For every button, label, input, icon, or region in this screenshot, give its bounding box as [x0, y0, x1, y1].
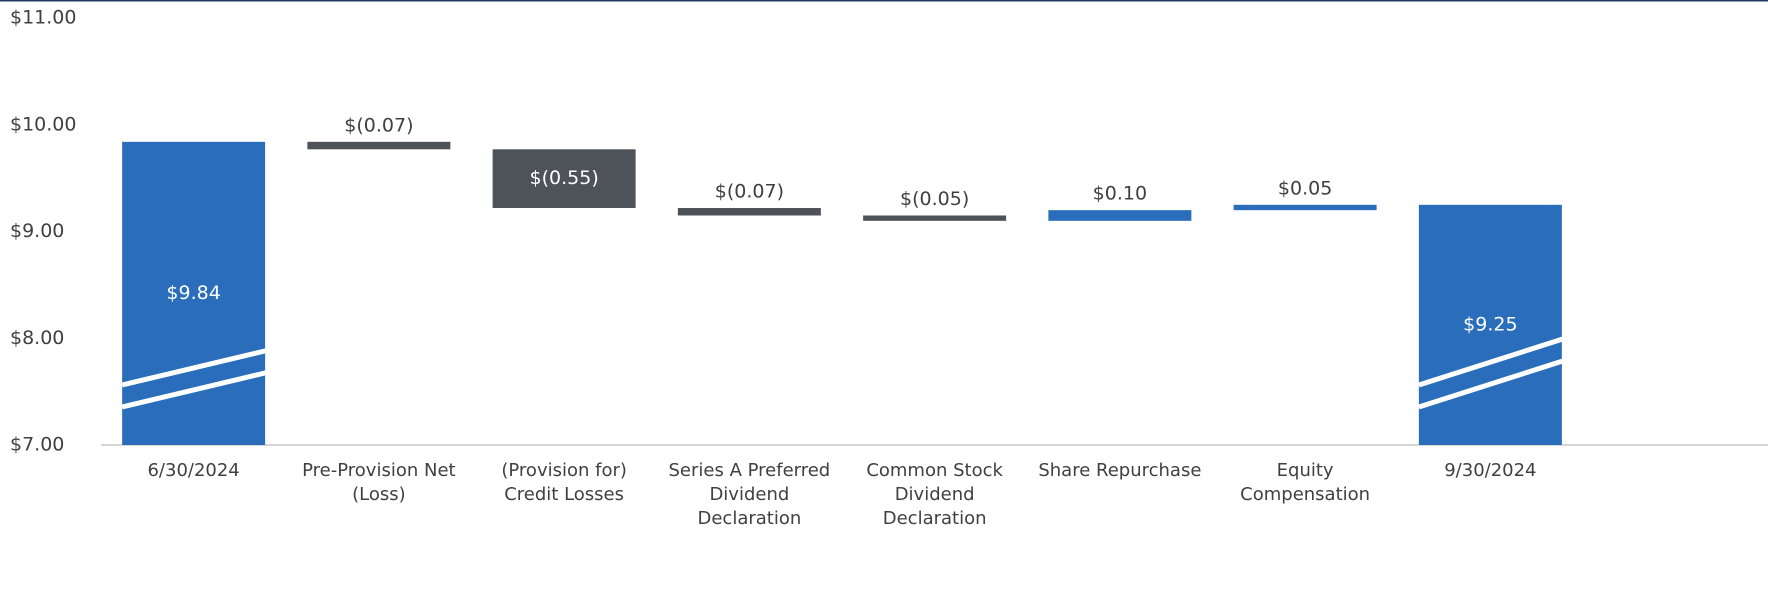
- x-tick-label: 9/30/2024: [1444, 460, 1537, 481]
- x-tick-label: Pre-Provision Net (Loss): [302, 460, 456, 505]
- bar: [492, 149, 636, 209]
- value-label: $(0.07): [715, 181, 784, 203]
- x-tick-label: Series A Preferred Dividend Declaration: [668, 460, 831, 529]
- bar: [1418, 204, 1562, 445]
- y-tick-label: $7.00: [10, 434, 64, 456]
- value-label: $9.84: [166, 282, 220, 304]
- x-tick-label: Equity Compensation: [1240, 460, 1371, 505]
- x-tick-label: (Provision for) Credit Losses: [501, 460, 627, 505]
- bar: [677, 208, 821, 216]
- axis-break: [1418, 335, 1567, 388]
- y-tick-label: $11.00: [10, 7, 76, 29]
- bar: [122, 141, 266, 445]
- value-label: $(0.05): [900, 188, 969, 210]
- y-tick-label: $9.00: [10, 220, 64, 242]
- x-tick-label: 6/30/2024: [147, 460, 240, 481]
- value-label: $9.25: [1463, 313, 1517, 335]
- axis-break: [121, 369, 270, 410]
- value-label: $0.10: [1093, 183, 1147, 205]
- bar: [307, 141, 451, 150]
- y-tick-label: $8.00: [10, 327, 64, 349]
- axis-break: [1418, 357, 1567, 410]
- axis-break: [121, 347, 270, 388]
- value-label: $0.05: [1278, 177, 1332, 199]
- bar: [863, 215, 1007, 221]
- y-tick-label: $10.00: [10, 113, 76, 135]
- bar: [1233, 204, 1377, 211]
- x-tick-label: Common Stock Dividend Declaration: [866, 460, 1003, 529]
- value-label: $(0.55): [530, 167, 599, 189]
- x-tick-label: Share Repurchase: [1038, 460, 1202, 481]
- value-label: $(0.07): [344, 114, 413, 136]
- bar: [1048, 210, 1192, 221]
